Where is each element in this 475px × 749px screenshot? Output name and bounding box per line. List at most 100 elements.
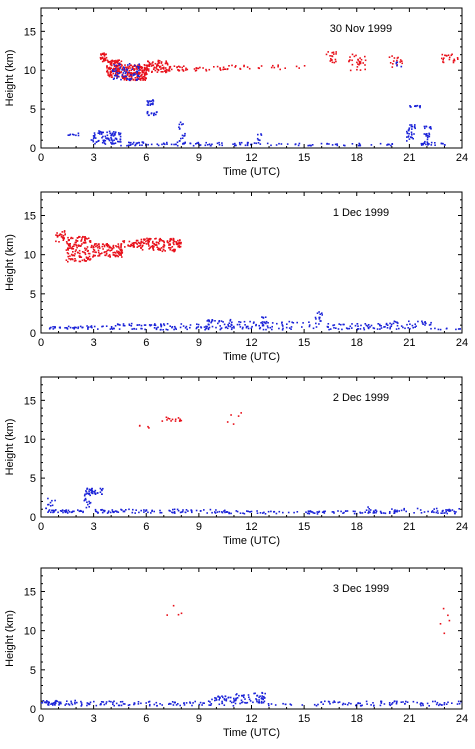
data-point xyxy=(262,324,265,327)
data-point xyxy=(323,510,325,513)
data-point xyxy=(130,75,132,77)
data-point xyxy=(428,132,430,135)
data-point xyxy=(67,325,70,328)
data-point xyxy=(101,57,104,60)
data-point xyxy=(113,68,116,70)
data-point xyxy=(136,239,139,242)
data-point xyxy=(154,62,157,65)
data-point xyxy=(130,77,132,80)
data-point xyxy=(83,494,86,497)
data-point xyxy=(153,243,156,246)
data-point xyxy=(183,65,185,67)
data-point xyxy=(357,702,360,704)
data-point xyxy=(416,104,419,107)
data-point xyxy=(260,700,263,703)
data-point xyxy=(116,65,119,68)
plot-frame xyxy=(40,567,463,710)
data-point xyxy=(114,72,117,75)
data-point xyxy=(87,249,89,252)
data-point xyxy=(70,511,73,514)
data-point xyxy=(282,327,284,330)
data-point xyxy=(433,511,435,514)
data-point xyxy=(364,59,367,62)
data-point xyxy=(77,327,79,330)
data-point xyxy=(151,244,154,247)
data-point xyxy=(128,323,131,326)
data-point xyxy=(405,700,407,703)
data-point xyxy=(407,327,409,329)
data-point xyxy=(128,79,131,82)
data-point xyxy=(115,64,118,67)
data-point xyxy=(101,245,104,248)
data-point xyxy=(451,53,453,56)
data-point xyxy=(84,242,87,244)
data-point xyxy=(141,144,143,146)
data-point xyxy=(235,510,238,512)
data-point xyxy=(72,254,74,256)
data-point xyxy=(72,251,74,253)
data-point xyxy=(208,320,210,323)
data-point xyxy=(121,74,124,76)
data-point xyxy=(218,144,221,146)
data-point xyxy=(78,260,81,263)
data-point xyxy=(115,67,117,69)
data-point xyxy=(270,703,273,705)
data-point xyxy=(141,249,144,251)
data-point xyxy=(87,258,90,260)
data-point xyxy=(236,697,239,699)
data-point xyxy=(399,59,402,61)
data-point xyxy=(99,130,101,133)
data-point xyxy=(138,75,140,78)
data-point xyxy=(296,511,299,513)
data-point xyxy=(117,255,119,258)
data-point xyxy=(105,251,108,253)
data-point xyxy=(130,74,132,76)
data-point xyxy=(348,327,351,330)
data-point xyxy=(386,324,389,326)
data-point xyxy=(88,703,90,706)
data-point xyxy=(243,696,245,699)
data-point xyxy=(383,703,386,705)
data-point xyxy=(184,327,187,329)
data-point xyxy=(189,324,192,326)
data-point xyxy=(203,326,206,328)
data-point xyxy=(74,702,76,705)
data-point xyxy=(63,238,65,240)
data-point xyxy=(131,511,134,514)
data-point xyxy=(110,141,112,144)
data-point xyxy=(52,328,55,330)
y-tick-label: 0 xyxy=(30,143,36,155)
data-point xyxy=(345,510,347,512)
data-point xyxy=(41,702,43,704)
data-point xyxy=(308,325,311,328)
data-point xyxy=(321,314,323,316)
y-tick-label: 5 xyxy=(30,665,36,677)
data-point xyxy=(79,236,81,238)
data-point xyxy=(62,234,65,237)
data-point xyxy=(123,70,126,72)
data-point xyxy=(131,66,134,69)
data-point xyxy=(131,76,133,78)
data-point xyxy=(122,77,124,79)
data-point xyxy=(142,77,144,80)
data-point xyxy=(145,702,147,704)
data-point xyxy=(62,511,64,514)
data-point xyxy=(217,695,220,698)
data-point xyxy=(158,249,160,251)
data-point xyxy=(129,144,131,146)
data-point xyxy=(218,696,221,698)
data-point xyxy=(175,704,178,706)
data-point xyxy=(435,507,438,510)
data-point xyxy=(169,243,171,246)
data-point xyxy=(346,327,349,330)
data-point xyxy=(419,509,422,511)
data-point xyxy=(91,487,93,490)
data-point xyxy=(210,320,213,323)
data-point xyxy=(214,699,216,702)
data-point xyxy=(421,322,424,324)
data-point xyxy=(146,65,148,68)
data-point xyxy=(48,510,50,512)
data-point xyxy=(446,509,449,511)
data-point xyxy=(77,244,80,246)
data-point xyxy=(331,51,333,54)
